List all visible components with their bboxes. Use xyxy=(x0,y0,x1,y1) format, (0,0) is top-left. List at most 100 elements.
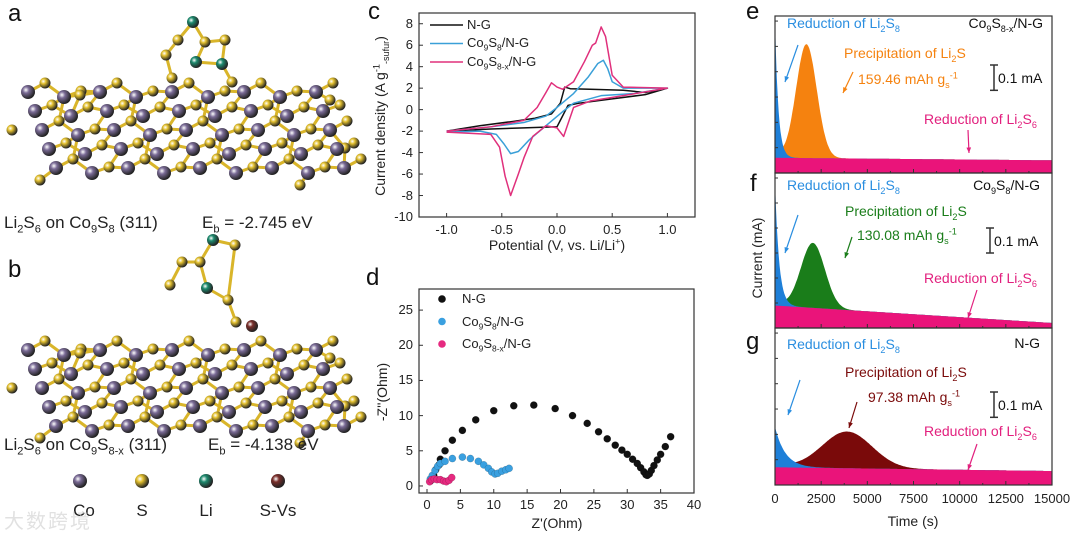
co-atom xyxy=(21,343,35,357)
co-atom xyxy=(28,104,42,118)
c-legend-co9s8x: Co9S8-x/N-G xyxy=(467,54,537,72)
s-atom xyxy=(219,343,231,355)
d-point-0 xyxy=(594,427,603,436)
s-atom xyxy=(334,99,346,111)
d-ytick-label: 15 xyxy=(398,372,413,388)
energy-a: Eb = -2.745 eV xyxy=(202,213,313,236)
d-plot-frame xyxy=(418,288,695,494)
s-atom xyxy=(190,357,202,369)
s-atom xyxy=(89,381,101,393)
s-atom xyxy=(262,99,274,111)
legend-s: S xyxy=(136,501,148,520)
li2s6-label-f: Reduction of Li2S6 xyxy=(924,270,1037,289)
s-atom xyxy=(96,139,108,151)
sample-label-g: N-G xyxy=(1014,335,1040,351)
legend-sphere-co xyxy=(73,474,87,488)
li2s6-molecule xyxy=(201,282,213,294)
co-atom xyxy=(85,166,99,180)
li2s6-molecule xyxy=(187,16,199,28)
co-atom xyxy=(49,161,63,175)
c-ytick-label: 0 xyxy=(405,101,413,117)
s-atom xyxy=(34,174,46,186)
li2s6-molecule xyxy=(164,279,176,291)
s-atom xyxy=(161,123,173,135)
li2s8-arrow-e xyxy=(784,44,799,83)
s-atom xyxy=(312,397,324,409)
g-xtick-label: 0 xyxy=(771,491,779,506)
co-atom xyxy=(165,343,179,357)
co-atom xyxy=(337,419,351,433)
li2s6-molecule xyxy=(176,256,188,268)
co-atom xyxy=(64,367,78,381)
co-atom xyxy=(179,381,193,395)
co-atom xyxy=(121,161,135,175)
co-atom xyxy=(157,424,171,438)
co-atom xyxy=(129,348,143,362)
s-atom xyxy=(111,77,123,89)
d-point-1 xyxy=(441,457,449,466)
s-atom xyxy=(6,124,18,136)
legend-li: Li xyxy=(199,501,213,520)
s-atom xyxy=(305,123,317,135)
c-ytick-label: 8 xyxy=(405,15,413,31)
s-atom xyxy=(341,115,353,127)
co-atom xyxy=(129,90,143,104)
c-xlabel: Potential (V, vs. Li/Li+) xyxy=(488,236,626,253)
precipitation-area-e xyxy=(775,44,1052,173)
co-atom xyxy=(21,85,35,99)
d-point-0 xyxy=(583,419,592,428)
s-atom xyxy=(60,137,72,149)
li2s8-label-f: Reduction of Li2S8 xyxy=(787,177,900,196)
s-atom xyxy=(82,359,94,371)
co-atom xyxy=(273,348,287,362)
s-atom xyxy=(247,419,259,431)
s-atom xyxy=(183,335,195,347)
d-point-0 xyxy=(653,456,662,464)
co-atom xyxy=(179,123,193,137)
s-atom xyxy=(334,357,346,369)
s-atom xyxy=(327,77,339,89)
c-ytick-label: -6 xyxy=(401,166,413,182)
s-atom xyxy=(269,115,281,127)
s-atom xyxy=(46,357,58,369)
c-ytick-label: -10 xyxy=(394,209,413,224)
co-atom xyxy=(323,381,337,395)
panel-label-g: g xyxy=(746,328,760,355)
s-atom xyxy=(103,161,115,173)
s-atom xyxy=(348,137,360,149)
co-atom xyxy=(100,362,114,376)
s-atom xyxy=(67,153,79,165)
co-atom xyxy=(244,104,258,118)
s-atom xyxy=(294,437,306,449)
caption-b: Li2S6 on Co9S8-x (311) xyxy=(4,435,167,458)
s-atom xyxy=(233,381,245,393)
d-xtick-label: 35 xyxy=(653,497,668,512)
d-xtick-label: 25 xyxy=(586,497,602,512)
co-atom xyxy=(244,362,258,376)
co-atom xyxy=(294,147,308,161)
co-atom xyxy=(309,85,323,99)
d-point-1 xyxy=(458,453,467,461)
d-point-0 xyxy=(611,441,620,450)
c-xtick-label: -1.0 xyxy=(435,222,458,237)
c-series-1 xyxy=(446,59,669,155)
s-atom xyxy=(132,395,144,407)
d-point-0 xyxy=(471,415,480,424)
d-point-2 xyxy=(447,473,456,482)
s-atom xyxy=(197,373,209,385)
s-atom xyxy=(139,153,151,165)
co-atom xyxy=(114,400,128,414)
panel-label-c: c xyxy=(368,0,380,25)
d-point-0 xyxy=(568,411,577,420)
s-atom xyxy=(168,397,180,409)
li2s6-arrow-f-head xyxy=(967,312,972,318)
co-atom xyxy=(114,142,128,156)
co-atom xyxy=(78,147,92,161)
d-xtick-label: 5 xyxy=(456,497,464,512)
co-atom xyxy=(215,386,229,400)
s-atom xyxy=(103,419,115,431)
co-atom xyxy=(265,419,279,433)
co-atom xyxy=(71,386,85,400)
s-atom xyxy=(247,161,259,173)
